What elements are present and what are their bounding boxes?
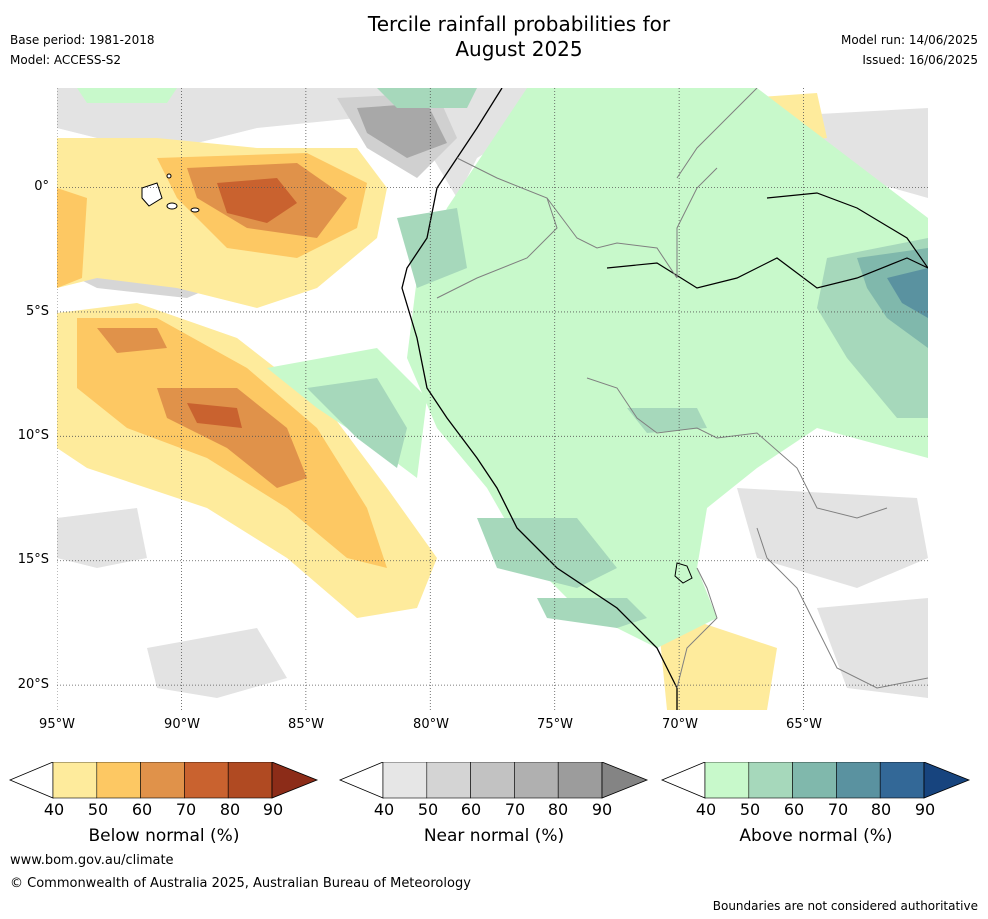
legend-swatch	[836, 762, 881, 799]
legend-swatch	[792, 762, 837, 799]
country-borders	[436, 88, 928, 689]
near-normal-area	[57, 508, 147, 568]
below-normal-area	[217, 178, 297, 223]
graticule	[57, 88, 928, 710]
legend-tick: 90	[262, 800, 284, 819]
lat-label: 10°S	[17, 428, 49, 443]
legend-tick: 40	[373, 800, 395, 819]
below-normal-area	[187, 403, 242, 428]
legend-caption-below: Below normal (%)	[88, 826, 240, 846]
legend-near-normal	[338, 762, 649, 799]
lat-label: 15°S	[17, 552, 49, 567]
near-normal-area	[737, 488, 928, 588]
near-normal-area	[817, 598, 928, 698]
lon-label: 85°W	[288, 717, 324, 732]
legend-tick: 70	[175, 800, 197, 819]
legend-swatch	[382, 762, 428, 799]
legend-caption-above: Above normal (%)	[739, 826, 893, 846]
near-normal-area	[147, 628, 287, 698]
lon-label: 65°W	[786, 717, 822, 732]
legend-swatch	[184, 762, 229, 799]
legend-above-normal	[660, 762, 971, 799]
galapagos-islands	[141, 173, 200, 213]
above-normal-area	[397, 208, 467, 288]
legend-below-normal	[8, 762, 319, 799]
coastline	[401, 88, 678, 710]
lat-label: 20°S	[17, 677, 49, 692]
lon-label: 70°W	[662, 717, 698, 732]
lon-label: 90°W	[164, 717, 200, 732]
legend-extend-low	[8, 762, 54, 799]
legend-swatch	[426, 762, 471, 799]
legend-tick: 40	[43, 800, 65, 819]
below-normal-area	[97, 328, 167, 353]
near-normal-area	[357, 103, 447, 158]
legend-swatch	[227, 762, 273, 799]
base-period-text: Base period: 1981-2018	[10, 33, 155, 47]
map-svg	[57, 88, 928, 710]
above-normal-area	[307, 378, 407, 468]
legend-tick: 80	[870, 800, 892, 819]
legend-tick: 60	[131, 800, 153, 819]
legend-tick: 80	[547, 800, 569, 819]
above-normal-area	[627, 408, 707, 433]
legend-extend-low	[338, 762, 384, 799]
title-line-1: Tercile rainfall probabilities for	[367, 12, 671, 36]
legend-tick: 90	[591, 800, 613, 819]
lat-label: 0°	[34, 179, 49, 194]
legend-swatch	[557, 762, 603, 799]
legend-extend-high	[271, 762, 319, 799]
legend-swatch	[879, 762, 925, 799]
legend-tick: 80	[219, 800, 241, 819]
legend-swatch	[514, 762, 559, 799]
legend-extend-low	[660, 762, 706, 799]
legend-tick: 60	[460, 800, 482, 819]
legend-tick: 50	[417, 800, 439, 819]
lon-label: 75°W	[537, 717, 573, 732]
title-line-2: August 2025	[455, 37, 583, 61]
lon-label: 95°W	[39, 717, 75, 732]
legend-tick: 70	[827, 800, 849, 819]
amazon-river	[606, 257, 928, 289]
below-normal-area	[657, 608, 777, 710]
legend-tick: 90	[914, 800, 936, 819]
legend-tick: 70	[504, 800, 526, 819]
issued-text: Issued: 16/06/2025	[862, 53, 978, 67]
legend-tick: 50	[739, 800, 761, 819]
website-link[interactable]: www.bom.gov.au/climate	[10, 853, 174, 868]
legend-tick: 40	[695, 800, 717, 819]
above-normal-area	[77, 88, 177, 103]
legend-tick: 60	[783, 800, 805, 819]
above-normal-area	[887, 268, 928, 318]
model-run-text: Model run: 14/06/2025	[840, 33, 978, 47]
legend-caption-near: Near normal (%)	[423, 826, 565, 846]
above-normal-area	[477, 518, 617, 588]
map-title: Tercile rainfall probabilities for Augus…	[0, 12, 988, 62]
meta-left: Base period: 1981-2018 Model: ACCESS-S2	[10, 33, 155, 73]
model-text: Model: ACCESS-S2	[10, 53, 122, 67]
copyright-text: © Commonwealth of Australia 2025, Austra…	[10, 876, 471, 891]
legend-swatch	[96, 762, 141, 799]
legend-extend-high	[923, 762, 971, 799]
legend-extend-high	[601, 762, 649, 799]
disclaimer-text: Boundaries are not considered authoritat…	[712, 899, 978, 913]
amazon-river-north	[766, 192, 928, 269]
legend-swatch	[140, 762, 185, 799]
legend-swatch	[470, 762, 515, 799]
legend-swatch	[52, 762, 98, 799]
above-normal-area	[537, 598, 647, 628]
lake-titicaca	[674, 562, 693, 584]
below-normal-area	[57, 188, 87, 288]
above-normal-area	[407, 88, 928, 648]
legend-tick: 50	[87, 800, 109, 819]
probability-map	[57, 88, 928, 710]
lat-label: 5°S	[25, 304, 49, 319]
legend-swatch	[704, 762, 750, 799]
legend-swatch	[748, 762, 793, 799]
lon-label: 80°W	[413, 717, 449, 732]
meta-right: Model run: 14/06/2025 Issued: 16/06/2025	[841, 33, 978, 73]
above-normal-area	[377, 88, 477, 108]
above-normal-areas	[77, 88, 928, 648]
